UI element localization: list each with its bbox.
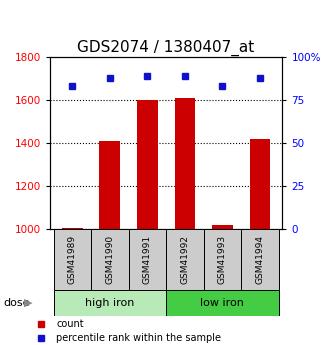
Bar (62, 228, 82, 229)
Text: GSM41992: GSM41992 (180, 235, 189, 284)
Bar (137, 100, 158, 229)
Text: GSM41991: GSM41991 (143, 235, 152, 284)
Text: dose: dose (3, 298, 30, 308)
Text: percentile rank within the sample: percentile rank within the sample (56, 333, 221, 343)
Bar (91, 229, 129, 290)
Text: GSM41990: GSM41990 (105, 235, 114, 284)
Bar (212, 225, 233, 229)
Bar (54, 229, 91, 290)
Title: GDS2074 / 1380407_at: GDS2074 / 1380407_at (77, 39, 255, 56)
Bar (166, 229, 204, 290)
Bar (129, 229, 166, 290)
Text: GSM41993: GSM41993 (218, 235, 227, 284)
Bar (250, 139, 270, 229)
Text: high iron: high iron (85, 298, 134, 308)
Text: count: count (56, 319, 84, 329)
Bar (175, 98, 195, 229)
Bar (54, 290, 166, 316)
Bar (241, 229, 279, 290)
Text: low iron: low iron (201, 298, 244, 308)
Text: GSM41989: GSM41989 (68, 235, 77, 284)
Bar (204, 229, 241, 290)
Bar (166, 290, 279, 316)
Text: ▶: ▶ (24, 298, 32, 308)
Bar (100, 141, 120, 229)
Text: GSM41994: GSM41994 (256, 235, 265, 284)
